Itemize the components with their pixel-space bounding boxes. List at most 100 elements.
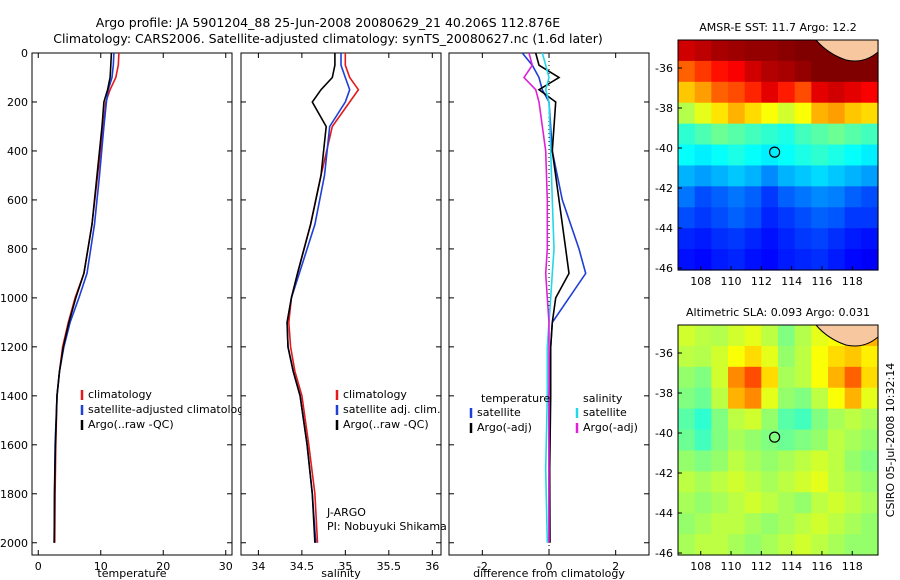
heatmap-cell bbox=[778, 102, 796, 125]
x-tick-label: 116 bbox=[811, 560, 832, 573]
heatmap-cell bbox=[811, 387, 829, 410]
heatmap-cell bbox=[678, 60, 696, 83]
heatmap-cell bbox=[711, 492, 729, 514]
heatmap-cell bbox=[844, 249, 862, 271]
heatmap-cell bbox=[844, 366, 862, 389]
heatmap-cell bbox=[744, 165, 762, 187]
sst-map-panel: AMSR-E SST: 11.7 Argo: 12.2 108 110 112 114 1… bbox=[655, 21, 879, 288]
heatmap-cell bbox=[761, 492, 779, 514]
heatmap-cell bbox=[711, 345, 729, 368]
heatmap-cell bbox=[861, 387, 879, 410]
heatmap-cell bbox=[728, 40, 746, 62]
heatmap-cell bbox=[728, 471, 746, 493]
y-tick-label: -44 bbox=[655, 507, 673, 520]
heatmap-cell bbox=[728, 123, 746, 146]
heatmap-cell bbox=[744, 471, 762, 493]
x-tick-label: 0 bbox=[35, 560, 42, 573]
heatmap-cell bbox=[678, 40, 696, 62]
heatmap-cell bbox=[861, 228, 879, 250]
heatmap-cell bbox=[694, 534, 712, 556]
heatmap-cell bbox=[861, 186, 879, 208]
heatmap-cell bbox=[861, 471, 879, 493]
heatmap-cell bbox=[828, 207, 846, 229]
heatmap-cell bbox=[778, 81, 796, 104]
legend-entry: satellite bbox=[583, 406, 627, 419]
annotation-program: J-ARGO bbox=[326, 506, 366, 519]
heatmap-cell bbox=[728, 60, 746, 83]
heatmap-cell bbox=[828, 165, 846, 187]
heatmap-cell bbox=[778, 513, 796, 535]
heatmap-cell bbox=[778, 408, 796, 431]
heatmap-cell bbox=[828, 492, 846, 514]
heatmap-cell bbox=[828, 186, 846, 208]
heatmap-cell bbox=[778, 450, 796, 472]
heatmap-cell bbox=[844, 345, 862, 368]
heatmap-cell bbox=[844, 471, 862, 493]
heatmap-cell bbox=[744, 534, 762, 556]
heatmap-cell bbox=[828, 366, 846, 389]
heatmap-cell bbox=[811, 102, 829, 125]
heatmap-cell bbox=[811, 165, 829, 187]
x-tick-label: 20 bbox=[156, 560, 170, 573]
heatmap-cell bbox=[811, 123, 829, 146]
heatmap-cell bbox=[844, 81, 862, 104]
heatmap-cell bbox=[728, 81, 746, 104]
heatmap-cell bbox=[694, 102, 712, 125]
heatmap-cell bbox=[728, 534, 746, 556]
heatmap-cell bbox=[778, 60, 796, 83]
heatmap-cell bbox=[678, 450, 696, 472]
heatmap-cell bbox=[811, 81, 829, 104]
heatmap-cell bbox=[694, 450, 712, 472]
map-frame bbox=[677, 39, 879, 271]
heatmap-cell bbox=[694, 144, 712, 167]
annotation-pi: PI: Nobuyuki Shikama bbox=[327, 520, 447, 533]
heatmap-cell bbox=[744, 207, 762, 229]
heatmap-cell bbox=[778, 492, 796, 514]
heatmap-cell bbox=[761, 207, 779, 229]
heatmap-cell bbox=[861, 165, 879, 187]
heatmap-cell bbox=[728, 207, 746, 229]
land-mask bbox=[814, 39, 879, 62]
x-axis-label: difference from climatology bbox=[473, 567, 625, 580]
argo-float-marker bbox=[769, 146, 781, 158]
heatmap-cell bbox=[728, 366, 746, 389]
x-tick-label: -2 bbox=[477, 560, 488, 573]
map-title: Altimetric SLA: 0.093 Argo: 0.031 bbox=[686, 306, 870, 319]
heatmap-cell bbox=[744, 513, 762, 535]
heatmap-cell bbox=[778, 186, 796, 208]
heatmap-cell bbox=[778, 345, 796, 368]
y-tick-label: -46 bbox=[655, 547, 673, 560]
x-tick-label: 10 bbox=[94, 560, 108, 573]
heatmap-cell bbox=[694, 325, 712, 347]
heatmap-cell bbox=[711, 144, 729, 167]
heatmap-cell bbox=[744, 325, 762, 347]
heatmap-cell bbox=[861, 366, 879, 389]
heatmap-cell bbox=[761, 387, 779, 410]
heatmap-cell bbox=[794, 366, 812, 389]
heatmap-cell bbox=[828, 60, 846, 83]
heatmap-cell bbox=[678, 429, 696, 452]
x-tick-label: 2 bbox=[612, 560, 619, 573]
heatmap-cell bbox=[694, 429, 712, 452]
legend-entry: climatology bbox=[88, 388, 152, 401]
heatmap-cell bbox=[794, 186, 812, 208]
legend-entry: climatology bbox=[343, 388, 407, 401]
heatmap-cell bbox=[861, 513, 879, 535]
heatmap-cell bbox=[744, 186, 762, 208]
heatmap-cell bbox=[694, 60, 712, 83]
x-axis-label: temperature bbox=[97, 567, 166, 580]
heatmap-cell bbox=[744, 228, 762, 250]
x-tick-label: 114 bbox=[781, 560, 802, 573]
y-tick-label: 0 bbox=[21, 47, 28, 60]
legend-entry: satellite-adjusted climatology bbox=[88, 403, 251, 416]
heatmap-cell bbox=[794, 450, 812, 472]
heatmap-cell bbox=[711, 325, 729, 347]
heatmap-cell bbox=[761, 144, 779, 167]
heatmap-cell bbox=[711, 429, 729, 452]
heatmap-cell bbox=[678, 492, 696, 514]
heatmap-cell bbox=[728, 450, 746, 472]
heatmap-cell bbox=[711, 450, 729, 472]
heatmap-cell bbox=[794, 387, 812, 410]
